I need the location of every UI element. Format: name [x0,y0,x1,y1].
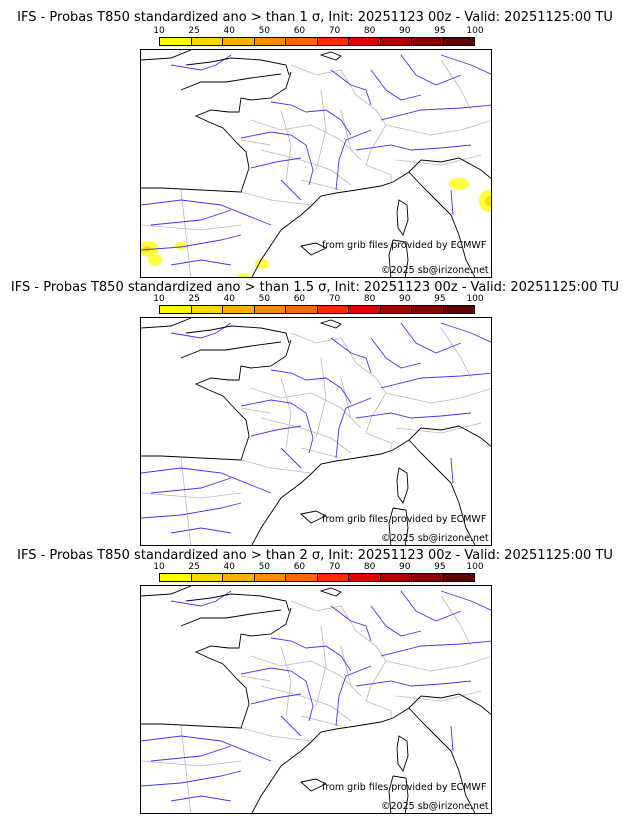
colorbar-tick-label: 60 [293,26,306,36]
colorbar-tick-label: 95 [434,294,446,304]
colorbar-swatch [160,574,192,581]
map-2 [141,318,491,545]
map-panel-3: from grib files provided by ECMWF ©2025 … [140,585,492,814]
colorbar-tick-label: 70 [328,294,341,304]
colorbar-tick-label: 10 [153,294,165,304]
colorbar-tick-label: 90 [399,294,411,304]
map-3 [141,586,491,813]
colorbar-swatch [286,574,318,581]
colorbar-tick-label: 100 [466,562,484,572]
colorbar-swatch [412,306,444,313]
colorbar-swatch [286,306,318,313]
colorbar-swatch [443,574,474,581]
colorbar-1-ticks: 10 25 40 50 60 70 80 90 95 100 [153,26,483,36]
colorbar-tick-label: 80 [363,26,376,36]
colorbar-tick-label: 25 [188,26,200,36]
colorbar-tick-label: 25 [188,294,200,304]
colorbar-tick-label: 80 [363,294,376,304]
colorbar-swatch [191,306,223,313]
colorbar-tick-label: 10 [153,26,165,36]
colorbar-swatch [349,38,381,45]
panel-3-title: IFS - Probas T850 standardized ano > tha… [17,548,613,563]
colorbar-tick-label: 40 [223,562,235,572]
colorbar-swatch [380,306,412,313]
source-credit: from grib files provided by ECMWF [322,240,487,251]
colorbar-tick-label: 50 [258,26,271,36]
colorbar-tick-label: 70 [328,562,341,572]
colorbar-swatch [412,38,444,45]
panel-2-title: IFS - Probas T850 standardized ano > tha… [10,280,620,295]
colorbar-swatch [380,574,412,581]
colorbar-swatch [191,574,223,581]
panel-1-title: IFS - Probas T850 standardized ano > tha… [17,10,613,25]
colorbar-tick-label: 90 [399,562,411,572]
colorbar-swatch [286,38,318,45]
colorbar-tick-label: 25 [188,562,200,572]
colorbar-swatch [443,306,474,313]
colorbar-tick-label: 10 [153,562,165,572]
colorbar-tick-label: 50 [258,294,271,304]
map-1 [141,50,491,277]
colorbar-swatch [223,306,255,313]
colorbar-swatch [160,38,192,45]
map-panel-2: from grib files provided by ECMWF ©2025 … [140,317,492,546]
colorbar-tick-label: 40 [223,26,235,36]
colorbar-swatch [160,306,192,313]
colorbar-tick-label: 100 [466,26,484,36]
colorbar-swatch [191,38,223,45]
colorbar-3 [159,573,475,582]
copyright-credit: ©2025 sb@irizone.net [381,533,489,544]
source-credit: from grib files provided by ECMWF [322,514,487,525]
colorbar-tick-label: 80 [363,562,376,572]
colorbar-swatch [443,38,474,45]
colorbar-tick-label: 70 [328,26,341,36]
copyright-credit: ©2025 sb@irizone.net [381,801,489,812]
colorbar-swatch [317,574,349,581]
colorbar-tick-label: 95 [434,26,446,36]
colorbar-swatch [317,38,349,45]
colorbar-swatch [349,574,381,581]
colorbar-swatch [254,38,286,45]
colorbar-2 [159,305,475,314]
colorbar-swatch [349,306,381,313]
colorbar-tick-label: 40 [223,294,235,304]
colorbar-swatch [380,38,412,45]
colorbar-1 [159,37,475,46]
map-panel-1: from grib files provided by ECMWF ©2025 … [140,49,492,278]
colorbar-swatch [317,306,349,313]
colorbar-3-ticks: 10 25 40 50 60 70 80 90 95 100 [153,562,483,572]
colorbar-tick-label: 60 [293,294,306,304]
colorbar-swatch [223,574,255,581]
colorbar-swatch [412,574,444,581]
source-credit: from grib files provided by ECMWF [322,782,487,793]
copyright-credit: ©2025 sb@irizone.net [381,265,489,276]
colorbar-swatch [254,306,286,313]
probability-areas [141,178,491,277]
colorbar-tick-label: 100 [466,294,484,304]
colorbar-tick-label: 90 [399,26,411,36]
colorbar-swatch [223,38,255,45]
colorbar-tick-label: 95 [434,562,446,572]
colorbar-2-ticks: 10 25 40 50 60 70 80 90 95 100 [153,294,483,304]
colorbar-tick-label: 60 [293,562,306,572]
colorbar-tick-label: 50 [258,562,271,572]
colorbar-swatch [254,574,286,581]
